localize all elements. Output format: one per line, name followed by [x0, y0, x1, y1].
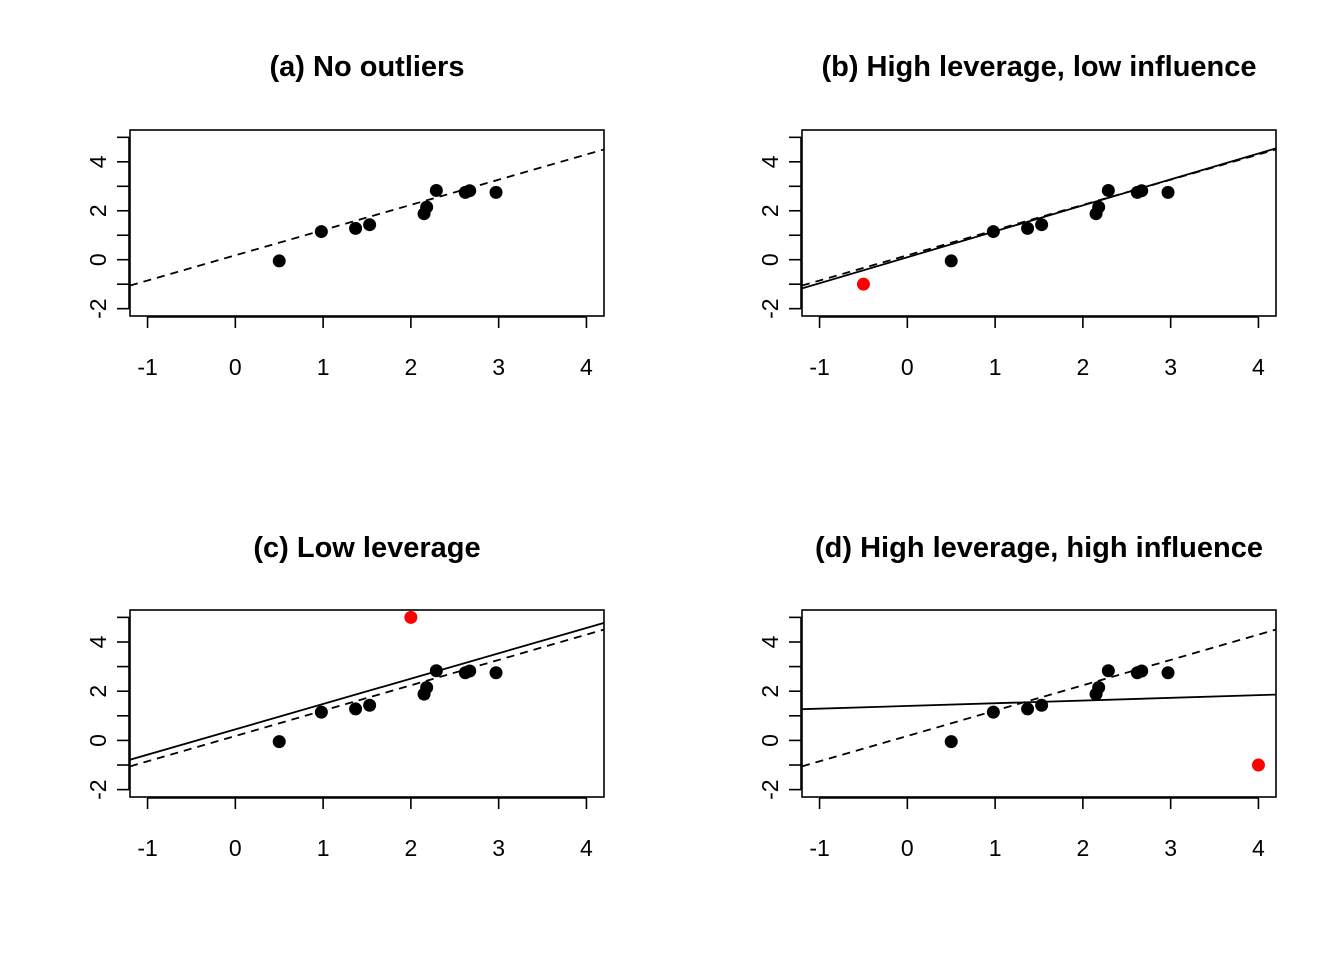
- panel-b: (b) High leverage, low influence -1 0 1 2 3 4…: [757, 51, 1277, 380]
- panel-d-dashed-fit-line: [802, 628, 1276, 768]
- panel-a: (a) No outliers -1 0 1 2 3 4 -2 0 2 4: [85, 51, 605, 380]
- panel-b-plot-box: [801, 129, 1277, 317]
- panel-b-x-tick-label: 2: [1076, 354, 1089, 380]
- panel-d-x-tick-label: 0: [901, 835, 914, 861]
- panel-a-x-tick-label: -1: [137, 354, 157, 380]
- panel-a-data-point: [272, 254, 286, 268]
- panel-c-data-point: [314, 705, 328, 719]
- panel-c-data-point: [489, 666, 503, 680]
- panel-b-x-tick-label: 0: [901, 354, 914, 380]
- panel-c-y-tick-label: 0: [85, 734, 111, 747]
- panel-c-plot: -1 0 1 2 3 4 -2 0 2 4: [85, 609, 605, 861]
- panel-d-data-point: [1092, 681, 1106, 695]
- panel-d: (d) High leverage, high influence -1 0 1 2 3…: [757, 532, 1277, 861]
- panel-d-x-tick-label: 3: [1164, 835, 1177, 861]
- panel-a-title: (a) No outliers: [270, 51, 465, 83]
- panel-c-data-point: [429, 664, 443, 678]
- panel-d-data-point: [1101, 664, 1115, 678]
- panel-b-data-point: [1021, 221, 1035, 235]
- panel-a-x-tick-label: 3: [492, 354, 505, 380]
- panel-b-data-point: [1161, 185, 1175, 199]
- panel-d-y-tick-label: 0: [757, 734, 783, 747]
- panel-c: (c) Low leverage -1 0 1 2 3 4 -2 0 2 4: [85, 532, 605, 861]
- panel-c-outlier-point: [404, 610, 418, 624]
- panel-b-data-point: [1035, 218, 1049, 232]
- panel-c-solid-fit-line: [130, 622, 604, 761]
- panel-d-data-point: [986, 705, 1000, 719]
- panel-a-data-point: [489, 185, 503, 199]
- panel-b-plot: -1 0 1 2 3 4 -2 0 2 4: [757, 129, 1277, 380]
- panel-c-data-point: [363, 698, 377, 712]
- panel-a-x-tick-label: 1: [317, 354, 330, 380]
- panel-a-x-tick-label: 4: [580, 354, 593, 380]
- panel-a-y-tick-label: 2: [85, 204, 111, 217]
- panel-d-x-tick-label: 4: [1252, 835, 1265, 861]
- panel-d-outlier-point: [1251, 758, 1265, 772]
- panel-a-plot-box: [129, 129, 605, 317]
- panel-d-x-tick-label: -1: [809, 835, 829, 861]
- panel-b-title: (b) High leverage, low influence: [821, 51, 1256, 83]
- panel-b-solid-fit-line: [802, 147, 1276, 290]
- panel-a-data-point: [463, 184, 477, 198]
- panel-c-plot-box: [129, 609, 605, 798]
- panel-c-data-point: [272, 735, 286, 749]
- panel-b-x-tick-label: 3: [1164, 354, 1177, 380]
- panel-b-data-point: [1101, 183, 1115, 197]
- panel-d-data-point: [1135, 664, 1149, 678]
- panel-d-data-point: [1021, 702, 1035, 716]
- panel-d-title: (d) High leverage, high influence: [815, 532, 1263, 564]
- panel-b-y-tick-label: -2: [757, 298, 783, 318]
- panel-d-plot-box: [801, 609, 1277, 798]
- panel-b-data-point: [944, 254, 958, 268]
- panel-d-data-point: [1161, 666, 1175, 680]
- panel-a-y-tick-label: 0: [85, 253, 111, 266]
- panel-a-data-point: [314, 225, 328, 239]
- panel-c-x-tick-label: 0: [229, 835, 242, 861]
- panel-c-dashed-fit-line: [130, 628, 604, 768]
- panel-d-plot: -1 0 1 2 3 4 -2 0 2 4: [757, 609, 1277, 861]
- panel-b-y-tick-label: 4: [757, 155, 783, 168]
- panel-b-x-tick-label: -1: [809, 354, 829, 380]
- panel-a-plot: -1 0 1 2 3 4 -2 0 2 4: [85, 129, 605, 380]
- panel-c-x-tick-label: -1: [137, 835, 157, 861]
- panel-a-x-tick-label: 2: [404, 354, 417, 380]
- panel-b-data-point: [1135, 184, 1149, 198]
- panel-c-y-tick-label: -2: [85, 779, 111, 799]
- panel-b-x-tick-label: 4: [1252, 354, 1265, 380]
- panel-b-outlier-point: [856, 277, 870, 291]
- panel-a-data-point: [420, 200, 434, 214]
- panel-a-data-point: [429, 183, 443, 197]
- panel-b-data-point: [986, 225, 1000, 239]
- panel-a-data-point: [363, 218, 377, 232]
- panel-d-y-tick-label: -2: [757, 779, 783, 799]
- panel-d-x-tick-label: 2: [1076, 835, 1089, 861]
- panel-b-x-tick-label: 1: [989, 354, 1002, 380]
- panel-c-y-tick-label: 2: [85, 685, 111, 698]
- panel-c-y-tick-label: 4: [85, 635, 111, 648]
- panel-c-data-point: [463, 664, 477, 678]
- panel-c-x-tick-label: 4: [580, 835, 593, 861]
- panel-c-x-tick-label: 2: [404, 835, 417, 861]
- panel-a-y-tick-label: -2: [85, 298, 111, 318]
- panel-b-y-tick-label: 0: [757, 253, 783, 266]
- panel-d-y-tick-label: 4: [757, 635, 783, 648]
- panel-b-y-tick-label: 2: [757, 204, 783, 217]
- panel-a-data-point: [349, 221, 363, 235]
- panel-d-data-point: [944, 735, 958, 749]
- panel-c-x-tick-label: 3: [492, 835, 505, 861]
- panel-c-data-point: [420, 681, 434, 695]
- panel-d-y-tick-label: 2: [757, 685, 783, 698]
- panel-d-x-tick-label: 1: [989, 835, 1002, 861]
- panel-c-data-point: [349, 702, 363, 716]
- panel-a-y-tick-label: 4: [85, 155, 111, 168]
- panel-d-data-point: [1035, 698, 1049, 712]
- panel-a-x-tick-label: 0: [229, 354, 242, 380]
- panel-b-data-point: [1092, 200, 1106, 214]
- panel-c-title: (c) Low leverage: [253, 532, 480, 564]
- panel-c-x-tick-label: 1: [317, 835, 330, 861]
- panel-a-dashed-fit-line: [130, 148, 604, 287]
